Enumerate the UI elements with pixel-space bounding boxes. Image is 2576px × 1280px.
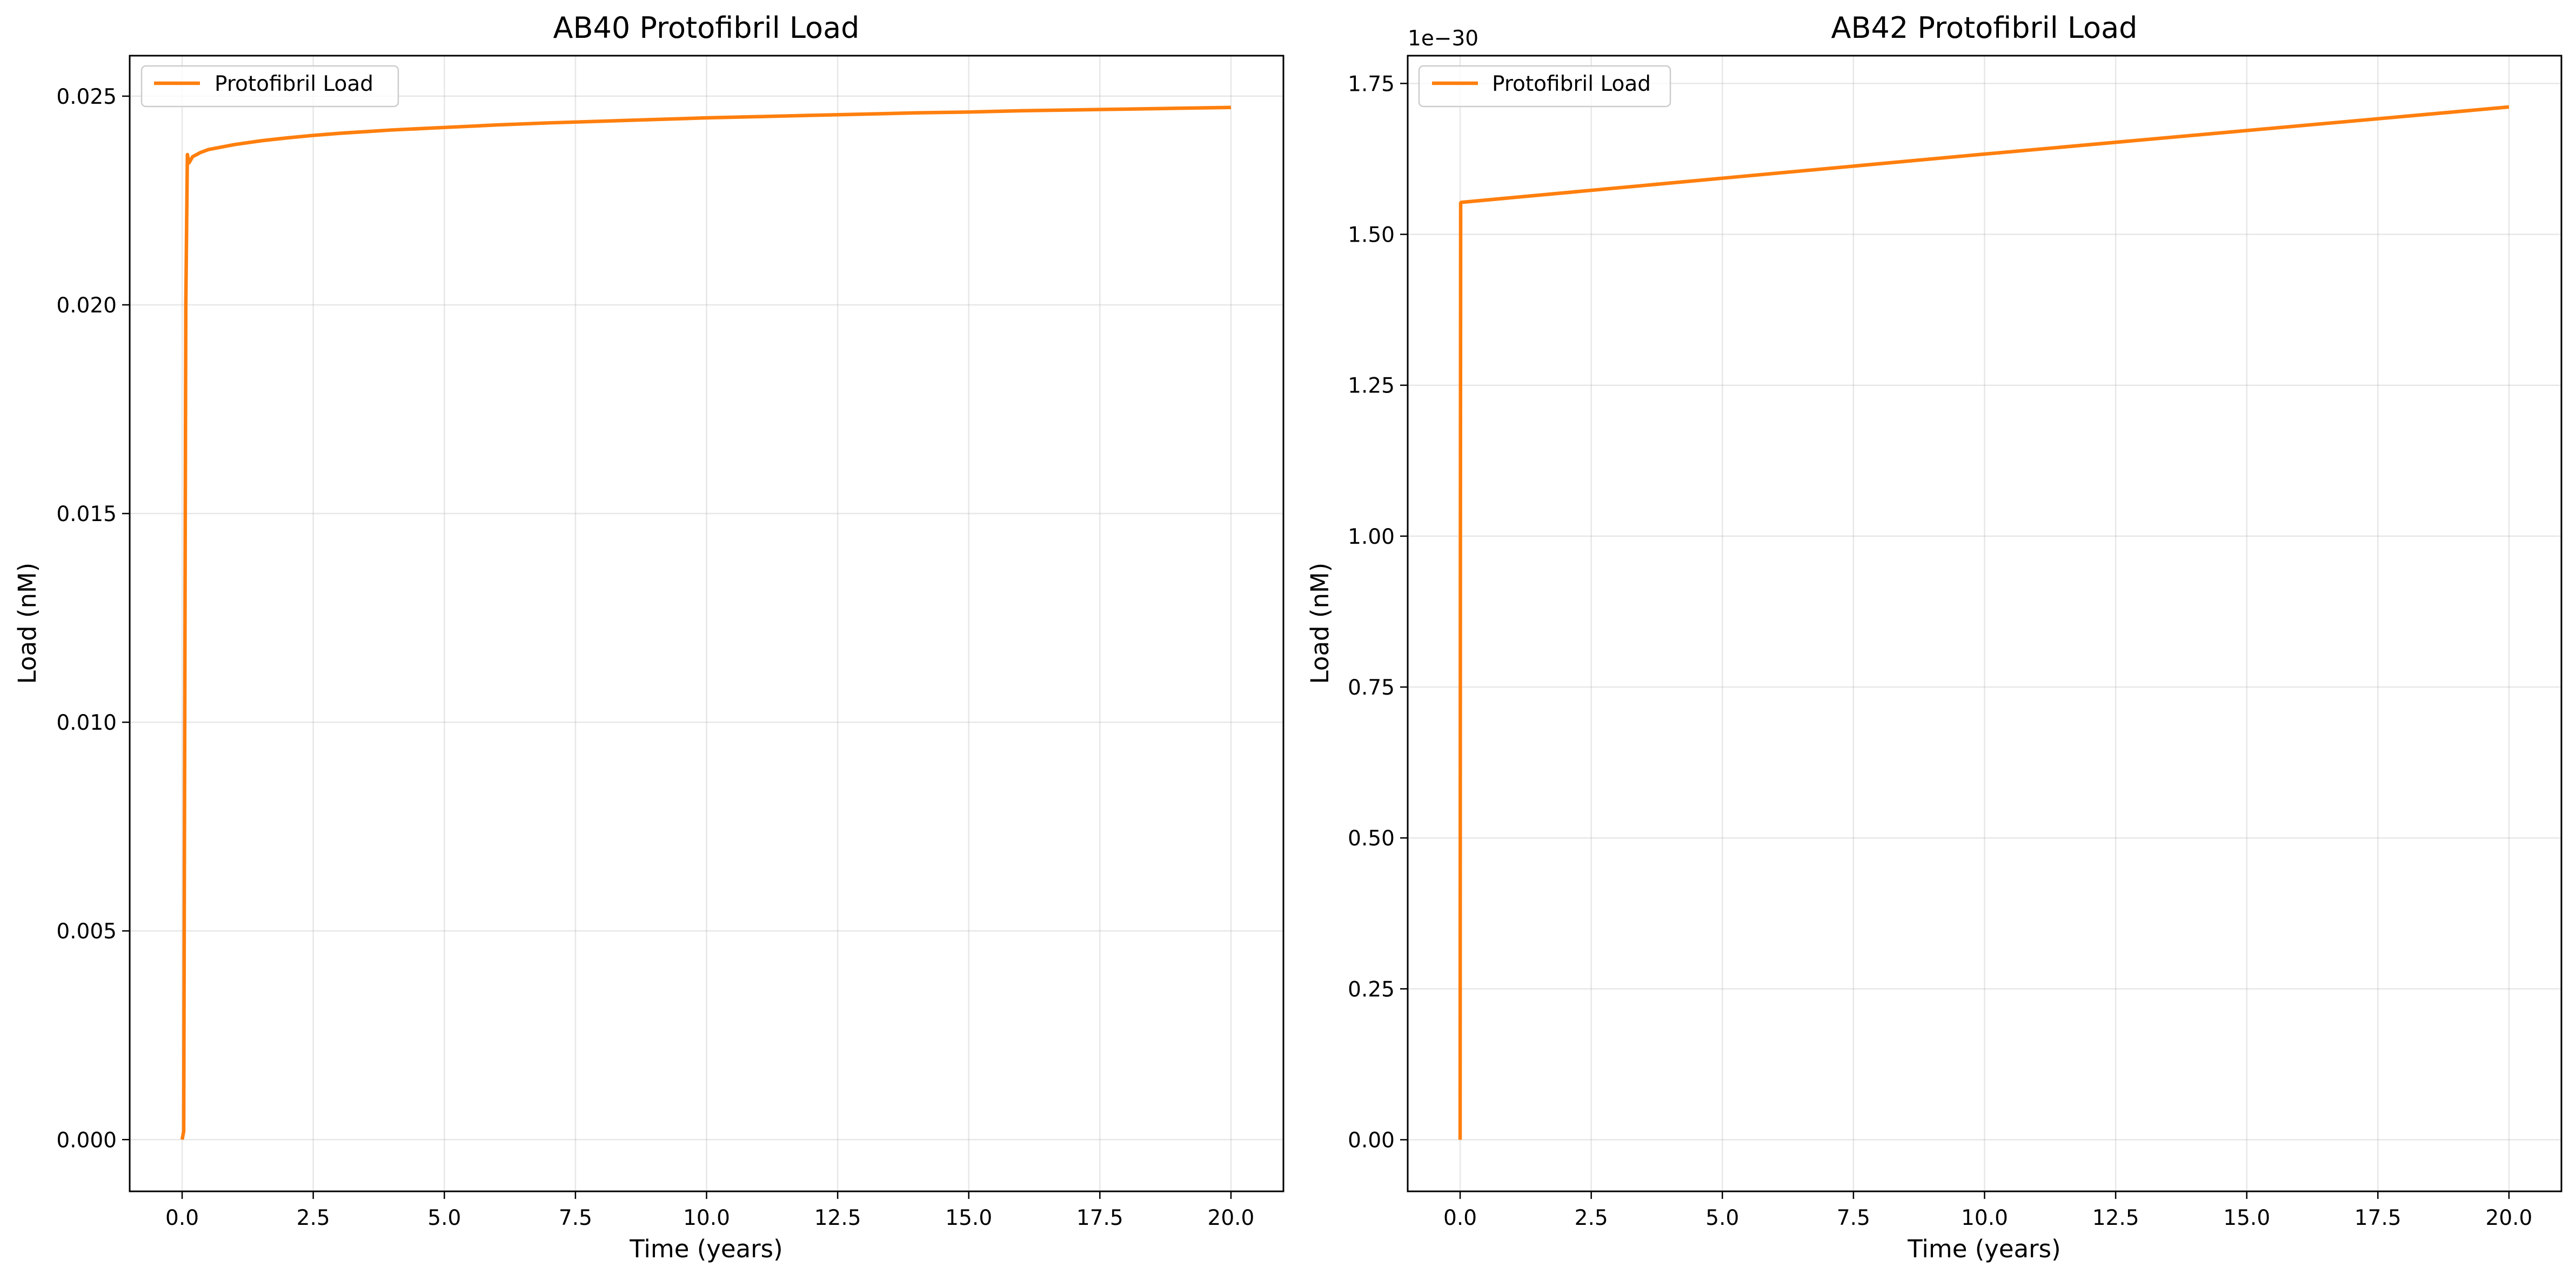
- legend-label: Protofibril Load: [1492, 72, 1651, 96]
- y-tick-label: 0.020: [56, 294, 117, 318]
- x-tick-label: 0.0: [165, 1206, 199, 1230]
- legend-label: Protofibril Load: [215, 72, 373, 96]
- legend: Protofibril Load: [1418, 65, 1671, 108]
- x-tick-label: 20.0: [1208, 1206, 1255, 1230]
- x-axis-label: Time (years): [1907, 1235, 2060, 1263]
- series-line-protofibril-load: [1458, 105, 2510, 1140]
- y-tick-label: 1.50: [1348, 223, 1395, 248]
- y-tick-label: 0.50: [1348, 826, 1395, 851]
- y-tick-label: 0.010: [56, 711, 117, 735]
- legend: Protofibril Load: [140, 65, 399, 108]
- y-tick-label: 1.25: [1348, 374, 1395, 398]
- x-tick-label: 0.0: [1443, 1206, 1477, 1230]
- y-offset-label: 1e−30: [1408, 26, 1478, 51]
- axis-ticks: 0.0 2.5 5.0 7.5 10.0 12.5 15.0 17.5 20.0 0.00 0.25…: [1348, 72, 2532, 1230]
- x-tick-label: 17.5: [2354, 1206, 2401, 1230]
- y-tick-label: 1.75: [1348, 72, 1395, 96]
- axis-ticks: 0.0 2.5 5.0 7.5 10.0 12.5 15.0 17.5 20.0 0.000 0.0…: [56, 85, 1254, 1230]
- y-tick-label: 0.005: [56, 919, 117, 944]
- chart-panel-ab42: 0.0 2.5 5.0 7.5 10.0 12.5 15.0 17.5 20.0 0.00 0.25…: [1306, 11, 2562, 1263]
- x-tick-label: 12.5: [2092, 1206, 2139, 1230]
- x-tick-label: 5.0: [1705, 1206, 1739, 1230]
- y-tick-label: 0.75: [1348, 676, 1395, 700]
- x-axis-label: Time (years): [629, 1235, 782, 1263]
- y-tick-label: 0.000: [56, 1128, 117, 1152]
- x-tick-label: 2.5: [1575, 1206, 1608, 1230]
- data-series: [180, 105, 1232, 1140]
- x-tick-label: 15.0: [2223, 1206, 2270, 1230]
- y-tick-label: 0.025: [56, 85, 117, 109]
- chart-title: AB42 Protofibril Load: [1831, 11, 2138, 45]
- x-tick-label: 10.0: [683, 1206, 730, 1230]
- x-tick-label: 7.5: [559, 1206, 592, 1230]
- x-tick-label: 20.0: [2486, 1206, 2533, 1230]
- legend-box: [140, 65, 399, 108]
- gridlines: [130, 56, 1283, 1191]
- x-tick-label: 15.0: [945, 1206, 992, 1230]
- x-tick-label: 12.5: [814, 1206, 861, 1230]
- y-axis-label: Load (nM): [1306, 563, 1334, 684]
- y-tick-label: 1.00: [1348, 525, 1395, 549]
- y-tick-label: 0.00: [1348, 1129, 1395, 1153]
- x-tick-label: 7.5: [1837, 1206, 1870, 1230]
- x-tick-label: 10.0: [1961, 1206, 2008, 1230]
- x-tick-label: 5.0: [427, 1206, 461, 1230]
- x-tick-label: 2.5: [297, 1206, 330, 1230]
- y-tick-label: 0.25: [1348, 977, 1395, 1002]
- legend-box: [1418, 65, 1671, 108]
- y-tick-label: 0.015: [56, 502, 117, 526]
- x-tick-label: 17.5: [1076, 1206, 1123, 1230]
- data-series: [1458, 105, 2510, 1140]
- chart-title: AB40 Protofibril Load: [553, 11, 860, 45]
- series-line-protofibril-load: [180, 105, 1232, 1140]
- y-axis-label: Load (nM): [13, 563, 42, 684]
- chart-panel-ab40: 0.0 2.5 5.0 7.5 10.0 12.5 15.0 17.5 20.0 0.000 0.0…: [13, 11, 1284, 1263]
